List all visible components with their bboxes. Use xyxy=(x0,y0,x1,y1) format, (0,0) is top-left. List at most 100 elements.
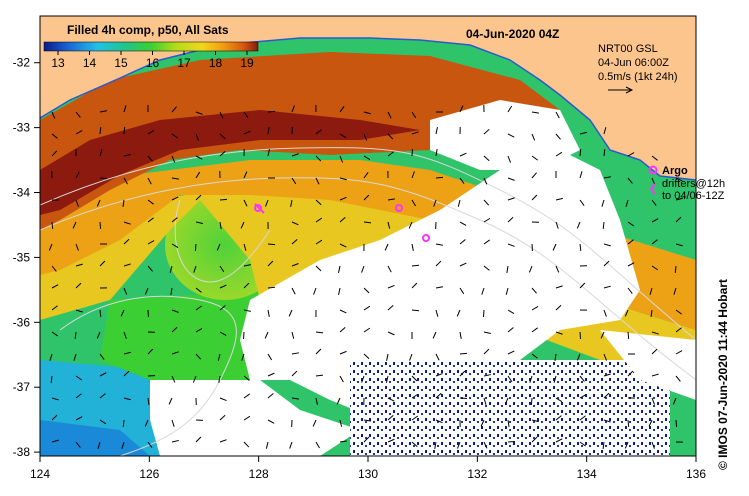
current-arrow xyxy=(387,111,392,119)
current-arrow xyxy=(555,265,560,273)
drifter-marker-icon xyxy=(649,183,656,195)
current-arrow xyxy=(291,153,299,157)
current-arrow xyxy=(99,221,102,230)
current-arrow xyxy=(219,111,224,119)
current-arrow xyxy=(219,439,227,443)
current-arrow xyxy=(51,414,58,421)
current-arrow xyxy=(363,353,370,360)
current-arrow xyxy=(363,327,371,333)
colorbar-tick-label: 19 xyxy=(240,56,254,70)
current-arrow xyxy=(387,265,392,273)
current-arrow xyxy=(49,353,53,361)
current-arrow xyxy=(386,353,389,361)
current-arrow xyxy=(240,221,245,229)
current-arrow xyxy=(459,105,464,113)
current-arrow xyxy=(96,331,101,339)
current-arrow xyxy=(531,287,537,294)
current-arrow xyxy=(675,375,681,382)
current-arrow xyxy=(51,265,57,272)
current-arrow xyxy=(363,155,371,161)
current-arrow xyxy=(171,439,179,443)
current-arrow xyxy=(531,306,539,311)
current-arrow xyxy=(363,133,368,141)
current-arrow xyxy=(195,221,203,225)
current-arrow xyxy=(507,309,515,314)
current-arrow xyxy=(603,148,606,157)
current-arrow xyxy=(435,260,442,267)
current-arrow xyxy=(507,177,515,181)
current-arrow xyxy=(507,243,515,247)
current-arrow xyxy=(435,127,438,135)
current-arrow xyxy=(603,243,611,247)
current-arrow xyxy=(361,265,365,273)
current-arrow xyxy=(531,419,539,423)
argo-label: Argo xyxy=(662,165,688,177)
colorbar-tick-label: 14 xyxy=(83,56,97,70)
current-arrow xyxy=(673,287,677,295)
colorbar: Filled 4h comp, p50, All Sats 13 14 15 16 17… xyxy=(43,23,259,70)
current-arrow xyxy=(48,243,53,251)
current-arrow xyxy=(339,243,347,248)
current-arrow xyxy=(123,177,128,185)
current-arrow xyxy=(99,419,107,425)
current-arrow xyxy=(387,438,395,443)
current-arrow xyxy=(291,105,295,113)
bathymetry-contours xyxy=(40,147,696,456)
current-arrow xyxy=(267,419,275,424)
argo-float-3 xyxy=(422,234,430,242)
y-tick-label: -32 xyxy=(13,56,31,70)
current-arrow xyxy=(97,441,101,449)
current-arrow xyxy=(123,263,131,267)
current-arrow xyxy=(507,133,515,138)
current-arrow xyxy=(435,373,443,377)
current-arrow xyxy=(555,221,559,229)
current-arrow xyxy=(339,350,347,355)
current-arrow xyxy=(507,419,510,427)
current-arrow xyxy=(96,199,101,207)
current-arrow xyxy=(267,309,270,317)
current-arrow xyxy=(99,126,102,135)
current-arrow xyxy=(555,111,560,119)
current-arrow xyxy=(459,262,467,267)
hot-current-core xyxy=(40,110,420,215)
current-arrow xyxy=(291,221,299,226)
current-arrow xyxy=(411,393,419,399)
current-arrow xyxy=(627,177,633,184)
coastline xyxy=(40,37,696,181)
current-arrow xyxy=(411,309,420,312)
current-arrow xyxy=(483,155,490,162)
colorbar-ramp xyxy=(43,41,259,52)
current-arrow xyxy=(459,352,468,355)
current-arrow xyxy=(435,353,440,361)
colorbar-tick-label: 16 xyxy=(146,56,160,70)
current-arrow xyxy=(216,243,221,251)
current-arrow xyxy=(603,353,608,361)
current-arrow xyxy=(219,305,226,311)
current-arrow xyxy=(363,111,371,115)
current-arrow xyxy=(651,177,656,185)
y-tick-label: -35 xyxy=(13,250,31,264)
current-arrow xyxy=(504,397,509,405)
current-arrow xyxy=(435,309,439,317)
current-arrow xyxy=(507,350,515,355)
current-arrow xyxy=(579,243,582,252)
current-arrow xyxy=(411,199,417,207)
current-arrow xyxy=(123,397,131,401)
current-arrow xyxy=(169,265,173,273)
legend-time: 04-Jun 06:00Z xyxy=(598,57,669,69)
current-arrow xyxy=(675,243,683,247)
current-arrow xyxy=(627,152,635,157)
current-arrow xyxy=(51,111,56,119)
current-arrow xyxy=(291,238,298,245)
current-arrow xyxy=(51,397,59,401)
current-arrow xyxy=(411,171,415,179)
current-arrow xyxy=(267,149,270,157)
current-arrow xyxy=(339,375,344,383)
current-arrow xyxy=(555,397,563,403)
current-arrow xyxy=(99,372,107,377)
current-arrow xyxy=(363,221,372,224)
current-arrow xyxy=(264,331,269,339)
current-arrow xyxy=(339,326,346,333)
current-arrow xyxy=(339,133,347,139)
current-arrow xyxy=(312,419,317,427)
